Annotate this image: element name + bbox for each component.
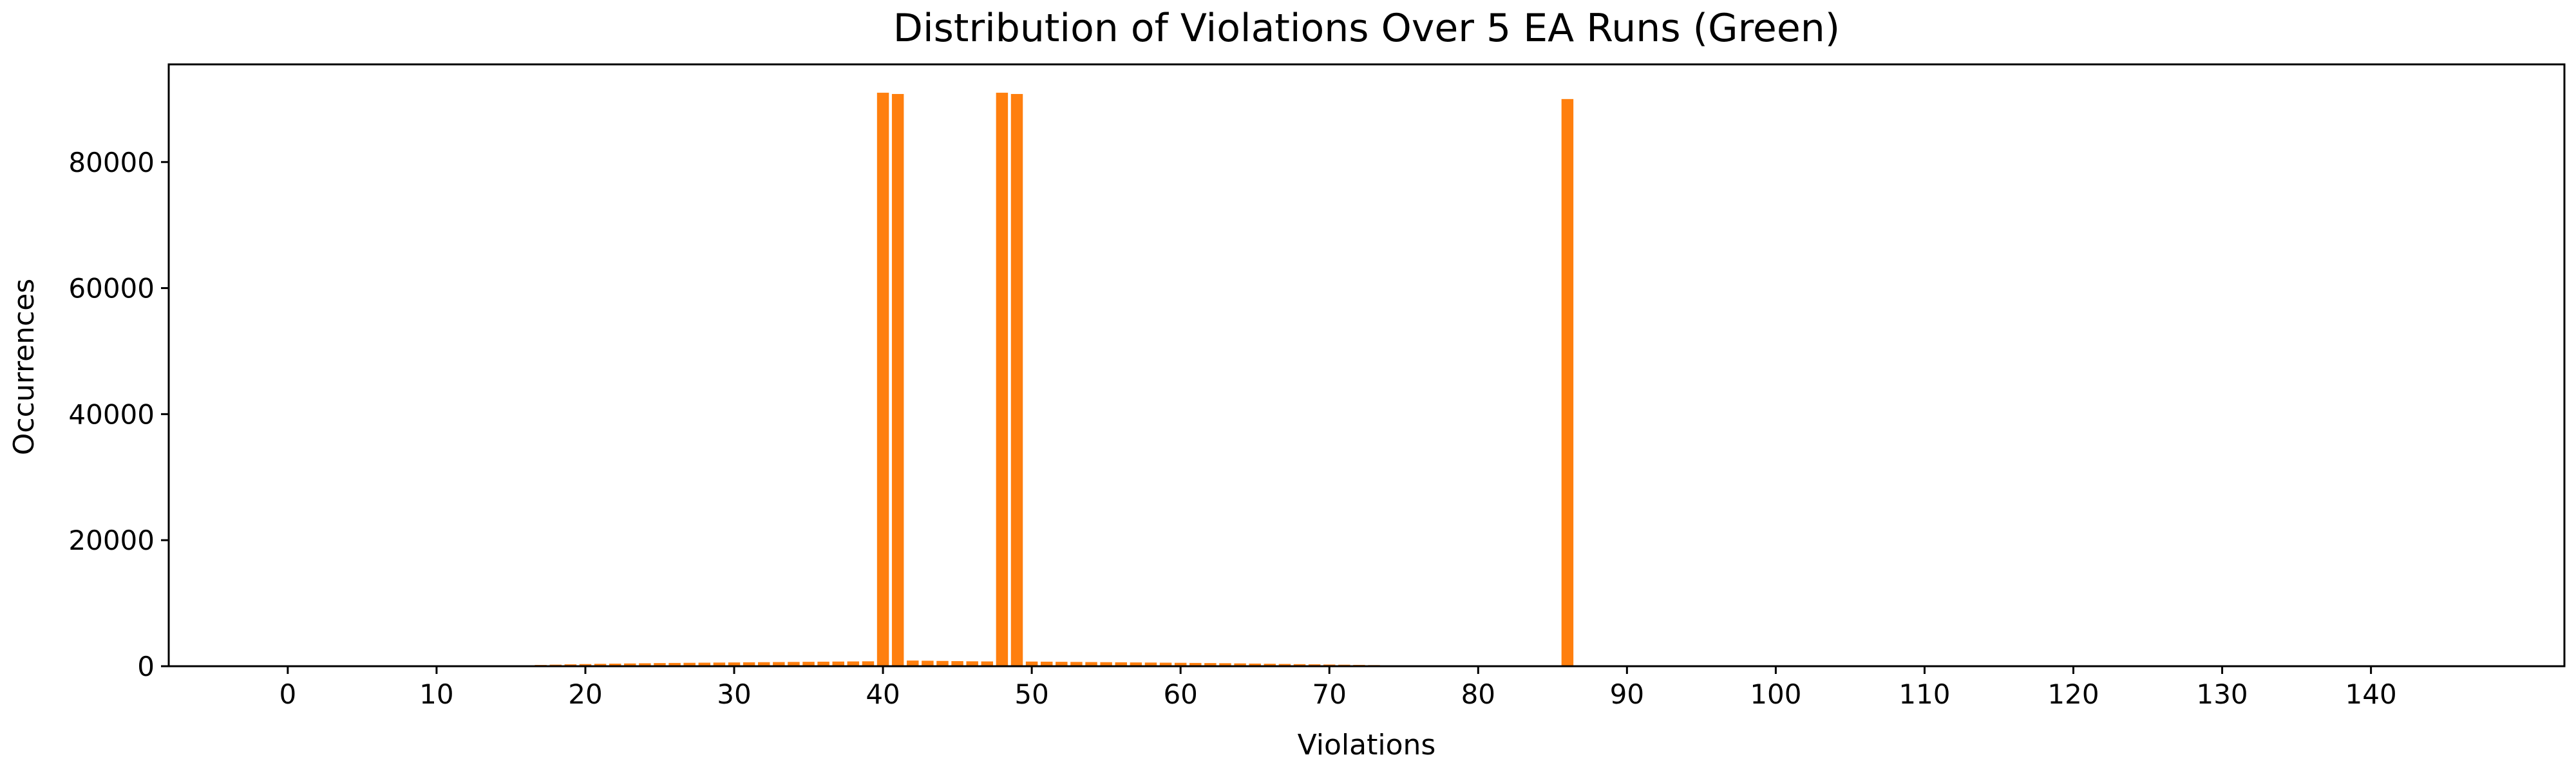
y-axis-label: Occurrences [8,279,41,455]
bar-violations-47 [981,661,994,666]
chart-title: Distribution of Violations Over 5 EA Run… [893,6,1840,51]
x-tick-label: 50 [1014,678,1048,710]
bar-violations-24 [639,663,651,666]
x-tick-label: 80 [1461,678,1495,710]
bar-violations-66 [1264,664,1276,666]
x-axis-ticks: 0 10 20 30 40 50 60 70 80 90 100 110 120 130 140 [279,666,2397,710]
bar-violations-42 [907,660,919,666]
x-tick-label: 20 [568,678,602,710]
bar-violations-59 [1159,662,1172,666]
x-tick-label: 100 [1750,678,1801,710]
bar-violations-86 [1561,98,1574,667]
bar-violations-33 [773,662,785,666]
bar-violations-58 [1144,662,1157,666]
bar-violations-21 [594,664,607,666]
x-tick-label: 60 [1163,678,1197,710]
bar-violations-34 [788,662,800,666]
bar-violations-41 [891,94,904,666]
bars-group [490,93,1574,667]
bar-violations-35 [802,662,815,666]
bar-violations-46 [966,661,978,666]
x-tick-label: 110 [1899,678,1950,710]
plot-frame [167,63,2566,668]
bar-violations-61 [1189,662,1202,666]
bar-violations-32 [757,662,770,666]
bar-violations-51 [1040,661,1053,666]
bar-violations-28 [698,662,711,666]
bar-violations-26 [668,662,681,666]
x-tick-label: 70 [1312,678,1347,710]
bar-violations-50 [1025,661,1038,666]
bar-violations-37 [832,661,844,666]
y-axis-ticks: 0 20000 40000 60000 80000 [68,147,169,682]
bar-violations-60 [1174,662,1187,666]
bar-violations-22 [609,663,621,666]
x-tick-label: 90 [1610,678,1644,710]
bar-violations-55 [1100,662,1112,666]
bar-violations-56 [1115,662,1127,666]
bar-violations-48 [996,93,1009,666]
y-tick-label: 80000 [68,147,155,178]
bar-violations-57 [1130,662,1142,666]
bar-violations-44 [936,660,949,666]
bar-violations-38 [847,661,860,666]
x-tick-label: 140 [2345,678,2397,710]
bar-violations-39 [862,661,875,666]
bar-violations-52 [1056,662,1068,666]
bar-violations-68 [1293,664,1306,666]
y-tick-label: 40000 [68,398,155,430]
x-tick-label: 120 [2047,678,2099,710]
y-tick-label: 20000 [68,525,155,556]
bar-violations-62 [1204,663,1217,666]
y-tick-label: 0 [137,651,155,682]
bar-violations-27 [683,662,696,666]
bar-violations-65 [1249,663,1261,666]
x-tick-label: 0 [279,678,296,710]
bar-violations-40 [876,93,889,666]
x-tick-label: 30 [717,678,751,710]
bar-violations-49 [1010,94,1023,666]
bar-violations-53 [1070,662,1083,666]
x-axis-label: Violations [1298,729,1436,761]
bar-violations-63 [1219,663,1231,666]
y-tick-label: 60000 [68,273,155,304]
bar-violations-23 [624,663,636,666]
bar-violations-43 [922,660,934,666]
bar-violations-64 [1234,663,1246,666]
x-tick-label: 130 [2196,678,2248,710]
bar-violations-30 [728,662,741,666]
bar-violations-67 [1278,664,1291,666]
bar-violations-54 [1085,662,1097,666]
x-tick-label: 10 [419,678,453,710]
bar-violations-45 [951,661,963,666]
bar-violations-29 [713,662,726,666]
bar-violations-36 [817,661,829,666]
bar-violations-20 [579,664,592,666]
x-tick-label: 40 [866,678,900,710]
bar-violations-31 [743,662,755,666]
bar-violations-25 [654,663,666,666]
